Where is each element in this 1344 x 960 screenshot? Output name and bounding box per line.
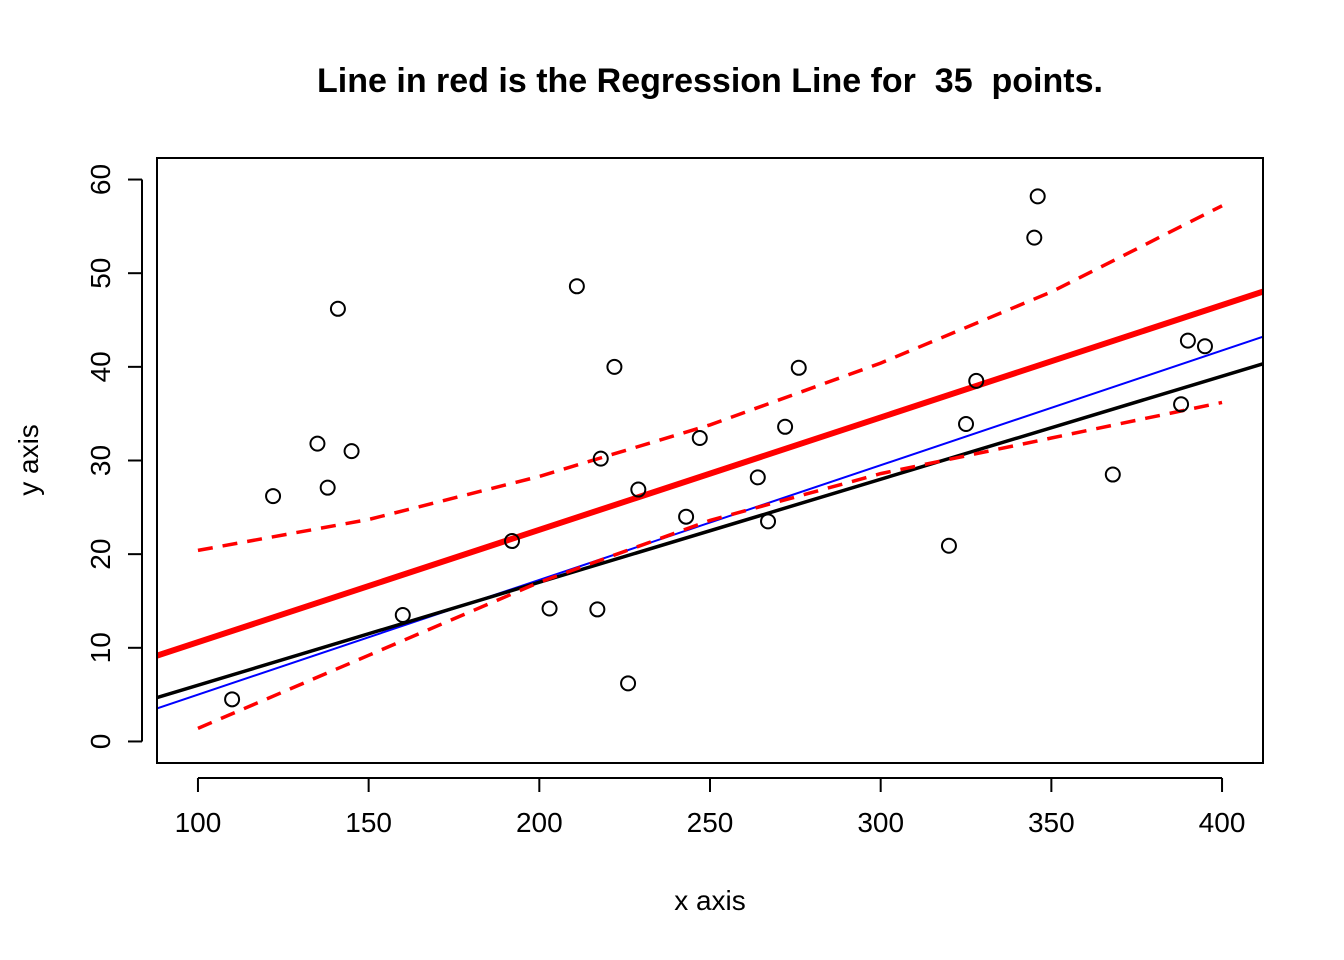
data-point — [224, 691, 241, 708]
x-tick-label: 100 — [175, 807, 222, 838]
data-point — [620, 675, 637, 692]
x-tick-label: 300 — [857, 807, 904, 838]
plot-frame — [156, 157, 1264, 764]
data-point — [749, 469, 766, 486]
data-point — [568, 278, 585, 295]
chart-title: Line in red is the Regression Line for 3… — [317, 62, 1103, 100]
reference-line — [157, 362, 1263, 700]
y-tick-label: 50 — [85, 258, 116, 289]
upper-confidence-band — [197, 204, 1223, 553]
data-point — [592, 450, 609, 467]
y-tick-label: 40 — [85, 351, 116, 382]
data-point — [790, 359, 807, 376]
data-point — [940, 537, 957, 554]
data-point — [1179, 332, 1196, 349]
data-point — [1104, 466, 1121, 483]
data-point — [309, 435, 326, 452]
data-point — [394, 607, 411, 624]
data-point — [589, 601, 606, 618]
data-point — [265, 488, 282, 505]
data-point — [329, 300, 346, 317]
x-tick-label: 200 — [516, 807, 563, 838]
data-point — [760, 513, 777, 530]
data-point — [958, 415, 975, 432]
plot-points — [224, 188, 1213, 708]
y-axis: 0 10 20 30 40 50 60 — [85, 164, 143, 750]
x-tick-label: 350 — [1028, 807, 1075, 838]
data-point — [319, 479, 336, 496]
y-tick-label: 20 — [85, 539, 116, 570]
data-point — [678, 508, 695, 525]
reference-line — [157, 335, 1263, 710]
data-point — [541, 600, 558, 617]
data-point — [1026, 229, 1043, 246]
data-point — [968, 372, 985, 389]
y-tick-label: 60 — [85, 164, 116, 195]
y-tick-label: 10 — [85, 632, 116, 663]
data-point — [777, 418, 794, 435]
data-point — [1196, 338, 1213, 355]
y-tick-label: 30 — [85, 445, 116, 476]
lower-confidence-band — [197, 400, 1223, 730]
data-point — [630, 481, 647, 498]
data-point — [1173, 396, 1190, 413]
data-point — [504, 533, 521, 550]
data-point — [691, 430, 708, 447]
x-axis-label: x axis — [674, 885, 746, 916]
data-point — [343, 443, 360, 460]
regression-line — [157, 288, 1263, 659]
y-axis-label: y axis — [13, 424, 44, 496]
plot-lines — [157, 204, 1263, 730]
x-tick-label: 150 — [345, 807, 392, 838]
y-tick-label: 0 — [85, 734, 116, 750]
x-axis: 100 150 200 250 300 350 400 — [175, 777, 1246, 838]
data-point — [606, 358, 623, 375]
x-tick-label: 400 — [1199, 807, 1246, 838]
x-tick-label: 250 — [687, 807, 734, 838]
data-point — [1029, 188, 1046, 205]
